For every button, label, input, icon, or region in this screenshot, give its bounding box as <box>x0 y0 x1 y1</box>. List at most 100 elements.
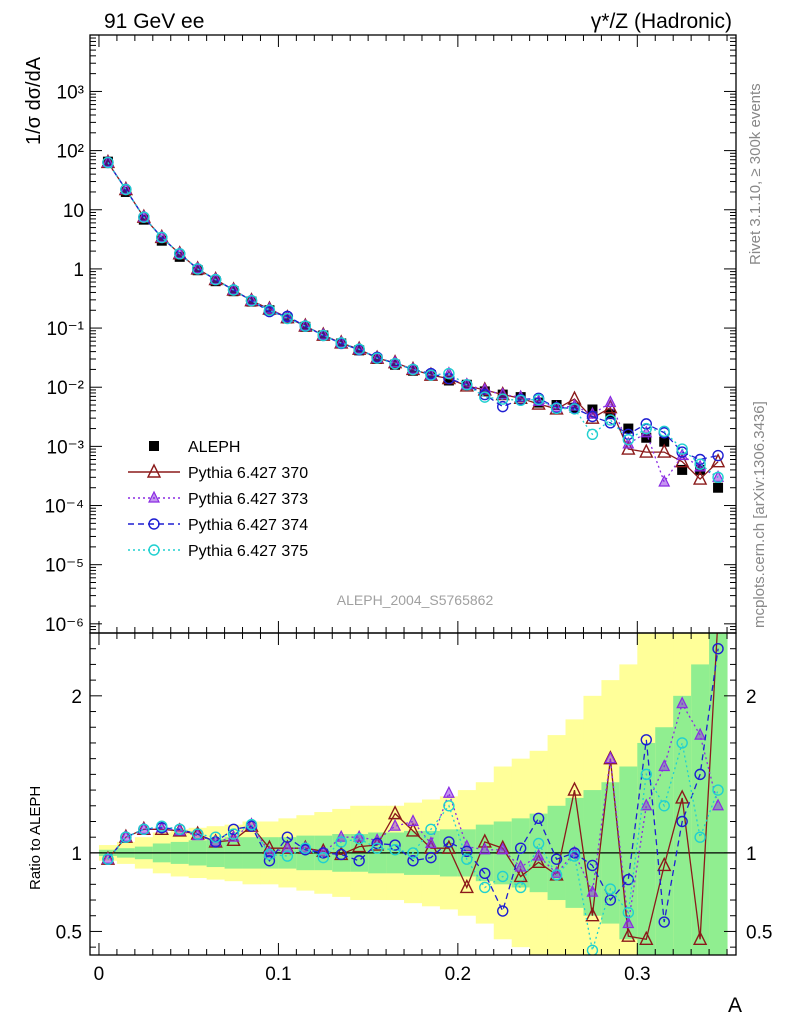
main-y-ticks: 10⁻⁶ 10⁻⁵ 10⁻⁴ 10⁻³ 10⁻² 10⁻¹ 1 10 10² 10³ <box>45 34 736 636</box>
ratio-point <box>497 870 509 883</box>
ratio-point <box>531 853 546 869</box>
ratio-point <box>657 856 672 872</box>
data-point <box>514 394 527 407</box>
ratio-point <box>461 853 473 865</box>
ratio-point <box>335 836 347 848</box>
ratio-point <box>335 829 348 842</box>
data-point <box>407 363 419 376</box>
main-y-tick-label: 10⁻³ <box>47 437 85 458</box>
main-y-tick-label: 10 <box>63 201 84 222</box>
data-point <box>639 443 654 458</box>
data-point <box>641 432 652 443</box>
ratio-point <box>621 927 636 942</box>
ratio-point <box>479 881 491 894</box>
x-ticks: 0 0.1 0.2 0.3 <box>94 35 728 985</box>
data-point <box>712 471 724 484</box>
ratio-point <box>640 798 653 811</box>
ratio-point <box>586 884 599 897</box>
ratio-point <box>694 727 707 740</box>
ratio-y-tick-label-right: 0.5 <box>746 922 772 943</box>
ratio-point <box>640 734 652 746</box>
ratio-point <box>442 785 455 798</box>
main-y-tick-label: 10⁻⁴ <box>45 497 84 518</box>
data-point <box>371 352 383 364</box>
data-point <box>712 449 724 462</box>
ratio-point <box>335 848 347 861</box>
data-point <box>586 410 599 423</box>
data-point <box>442 366 455 379</box>
data-point <box>640 422 652 435</box>
main-y-tick-label: 10⁻⁶ <box>45 615 84 636</box>
data-point <box>389 357 401 370</box>
header-right: γ*/Z (Hadronic) <box>591 10 732 33</box>
ratio-point <box>658 800 670 812</box>
data-point <box>174 248 186 260</box>
ratio-point <box>676 696 689 709</box>
ratio-point <box>389 844 401 856</box>
ratio-point <box>532 848 545 861</box>
legend-item: Pythia 6.427 373 <box>128 490 308 508</box>
data-point <box>227 284 240 296</box>
legend: ALEPH Pythia 6.427 370 Pythia 6.427 373 Pyt… <box>128 439 308 560</box>
legend-marker <box>149 441 159 451</box>
ratio-line <box>107 742 719 951</box>
main-y-tick-label: 1 <box>73 260 84 281</box>
ratio-point <box>694 831 706 843</box>
ratio-point <box>694 768 706 781</box>
side-rivet: Rivet 3.1.10, ≥ 300k events <box>747 83 764 265</box>
ratio-point <box>441 839 457 854</box>
ratio-point <box>513 867 528 883</box>
ratio-bands <box>98 633 728 955</box>
data-point <box>443 367 455 380</box>
ratio-point <box>459 878 474 894</box>
legend-item: ALEPH <box>149 439 240 456</box>
data-point <box>532 393 545 406</box>
ratio-point <box>389 839 401 851</box>
ratio-y-tick-label-right: 2 <box>746 687 757 708</box>
data-point <box>550 402 563 415</box>
legend-label: Pythia 6.427 370 <box>188 465 308 482</box>
data-point <box>586 428 599 440</box>
main-y-tick-label: 10⁻⁵ <box>45 556 84 577</box>
ratio-point <box>443 836 455 848</box>
data-point <box>156 231 168 244</box>
ratio-point <box>567 781 582 796</box>
ratio-point <box>371 837 383 850</box>
ratio-point <box>622 873 635 886</box>
ratio-point <box>550 869 563 881</box>
ratio-line <box>107 648 719 923</box>
ratio-point <box>443 800 455 812</box>
ratio-point <box>460 839 473 852</box>
data-point <box>676 443 688 455</box>
ratio-point <box>586 944 599 955</box>
ratio-point <box>622 916 635 929</box>
legend-marker <box>148 518 160 530</box>
data-point <box>694 453 706 466</box>
ratio-point <box>514 859 527 872</box>
ratio-point <box>371 842 383 854</box>
ratio-point <box>407 847 419 859</box>
legend-label: Pythia 6.427 375 <box>188 543 308 560</box>
ratio-point <box>405 822 421 837</box>
ratio-point <box>514 842 527 854</box>
legend-item: Pythia 6.427 374 <box>128 517 308 534</box>
data-point <box>335 337 347 349</box>
legend-label: Pythia 6.427 374 <box>188 517 308 534</box>
ratio-point <box>174 823 186 836</box>
series-line <box>107 162 719 484</box>
data-point <box>317 329 329 342</box>
ratio-point <box>263 845 276 858</box>
ratio-point <box>658 916 670 928</box>
data-point <box>263 304 276 316</box>
data-point <box>640 418 652 430</box>
band-stat <box>709 633 728 955</box>
ratio-series <box>100 633 725 955</box>
ratio-point <box>604 751 617 764</box>
main-y-tick-label: 10² <box>57 142 84 163</box>
ratio-point <box>639 930 654 945</box>
ratio-point <box>263 848 276 861</box>
band-stat <box>637 742 656 955</box>
data-point <box>568 403 581 415</box>
data-point <box>497 393 509 405</box>
